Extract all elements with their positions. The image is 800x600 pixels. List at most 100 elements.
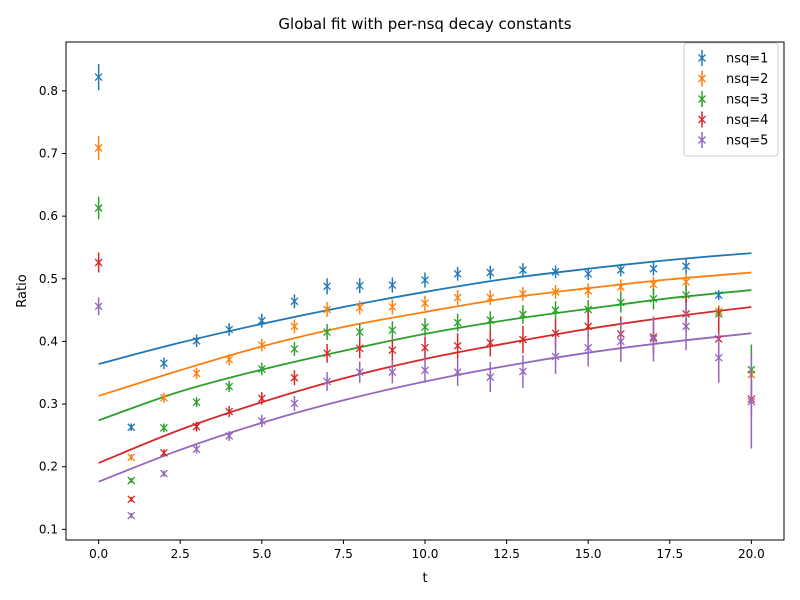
legend-marker [698, 136, 706, 144]
data-point [94, 302, 103, 311]
y-tick-label: 0.4 [39, 334, 58, 348]
legend-marker [698, 95, 706, 103]
data-point [388, 326, 397, 335]
data-point [159, 448, 168, 457]
data-point [225, 382, 234, 391]
data-point [355, 281, 364, 290]
data-point [616, 266, 625, 274]
data-point [323, 349, 332, 358]
data-point [486, 373, 495, 382]
data-point [355, 368, 364, 377]
data-point [682, 322, 691, 331]
data-point [159, 423, 168, 432]
data-point [649, 264, 658, 273]
plot-area [94, 63, 756, 520]
legend-label: nsq=3 [726, 93, 768, 108]
data-point [551, 267, 560, 276]
x-tick-label: 15.0 [575, 547, 602, 561]
y-axis: 0.1 0.2 0.3 0.4 0.5 0.6 0.7 0.8 [39, 84, 66, 536]
data-point [290, 373, 299, 382]
data-point [649, 294, 658, 303]
data-point [486, 293, 495, 302]
data-point [159, 469, 168, 478]
data-point [486, 316, 495, 325]
y-tick-label: 0.8 [39, 84, 58, 98]
data-point [290, 399, 299, 408]
data-point [747, 397, 756, 406]
data-point [453, 318, 462, 327]
y-tick-label: 0.5 [39, 272, 58, 286]
data-point [453, 293, 462, 302]
data-point [682, 291, 691, 300]
data-point [584, 286, 593, 295]
data-point [127, 511, 136, 520]
data-point [714, 291, 723, 300]
legend-box [683, 42, 779, 157]
legend-label: nsq=2 [726, 72, 768, 87]
data-point [323, 377, 332, 386]
data-point [127, 476, 136, 485]
x-tick-label: 7.5 [334, 547, 353, 561]
data-point [323, 305, 332, 314]
data-point [421, 366, 429, 375]
data-point [257, 394, 266, 403]
data-point [453, 341, 462, 350]
data-point [159, 359, 168, 368]
data-point [290, 344, 299, 353]
data-point [518, 310, 527, 319]
x-tick-label: 17.5 [656, 547, 683, 561]
y-tick-label: 0.3 [39, 397, 58, 411]
data-point [584, 305, 593, 314]
data-point [192, 369, 201, 378]
data-point [714, 353, 723, 362]
data-point [421, 323, 429, 331]
data-point [649, 280, 658, 289]
data-point [388, 303, 397, 311]
data-point [551, 329, 560, 338]
data-point [257, 341, 266, 350]
data-point [584, 343, 593, 352]
data-point [616, 337, 625, 346]
data-point [94, 143, 103, 152]
data-point [323, 328, 332, 336]
x-tick-label: 5.0 [252, 547, 271, 561]
x-tick-label: 0.0 [89, 547, 108, 561]
data-point [551, 352, 560, 361]
data-point [486, 338, 495, 347]
data-point [486, 268, 495, 277]
fit-curve-nsq=1 [98, 252, 752, 365]
data-point [225, 325, 234, 334]
data-point [94, 258, 103, 267]
data-point [518, 335, 527, 344]
data-point [225, 407, 234, 416]
data-point [388, 368, 397, 377]
x-axis-label: t [422, 571, 427, 586]
legend-label: nsq=4 [726, 113, 768, 128]
data-point [421, 276, 429, 284]
fit-curve-nsq=2 [98, 271, 752, 397]
data-point [421, 343, 429, 352]
data-point [584, 322, 593, 331]
data-point [323, 282, 332, 291]
data-point [388, 281, 397, 290]
y-axis-label: Ratio [15, 274, 30, 307]
data-point [682, 277, 691, 286]
data-point [94, 73, 103, 82]
data-point [257, 417, 266, 425]
data-point [192, 422, 201, 431]
y-tick-label: 0.7 [39, 147, 58, 161]
data-point [518, 266, 527, 274]
data-point [388, 346, 397, 355]
data-point [290, 297, 299, 306]
legend: nsq=1 nsq=2 nsq=3 nsq=4 nsq=5 [683, 42, 779, 157]
data-point [453, 368, 462, 377]
x-tick-label: 2.5 [171, 547, 190, 561]
data-point [225, 355, 234, 364]
data-point [257, 365, 266, 373]
data-point [551, 287, 560, 296]
data-point [94, 204, 103, 212]
x-tick-label: 12.5 [493, 547, 520, 561]
x-tick-label: 10.0 [412, 547, 439, 561]
x-tick-label: 20.0 [738, 547, 765, 561]
